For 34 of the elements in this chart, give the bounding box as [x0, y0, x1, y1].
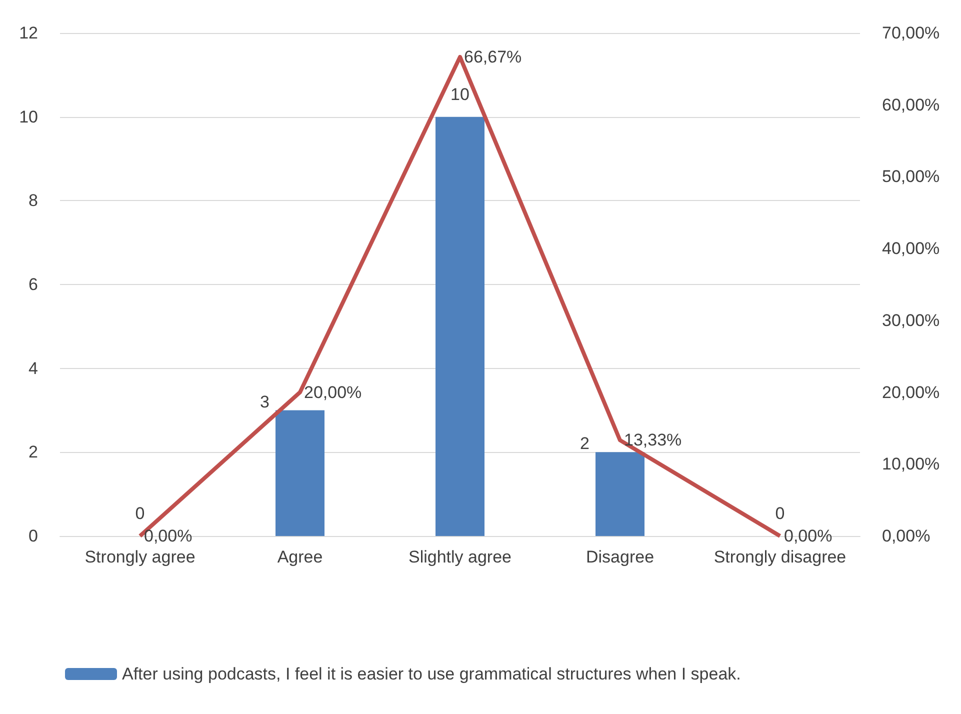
data-label: 0 — [135, 504, 145, 523]
x-tick-label: Slightly agree — [408, 548, 512, 566]
bar — [596, 452, 644, 536]
y-tick-label: 10 — [19, 107, 38, 126]
data-label: 13,33% — [624, 430, 682, 450]
data-label: 2 — [580, 434, 590, 454]
data-label: 0,00% — [144, 526, 192, 546]
y-tick-label: 6 — [28, 275, 38, 294]
bar — [436, 116, 484, 536]
y2-tick-label: 30,00% — [882, 310, 940, 330]
y2-tick-label: 60,00% — [882, 95, 940, 114]
y-tick-label: 4 — [28, 358, 38, 378]
y-tick-label: 2 — [28, 442, 38, 462]
data-label: 66,67% — [464, 47, 522, 66]
legend-label: After using podcasts, I feel it is easier to use grammatical structures when I speak. — [122, 664, 741, 684]
x-tick-label: Strongly disagree — [714, 548, 846, 566]
y-tick-label: 12 — [19, 24, 38, 42]
y2-tick-label: 0,00% — [882, 526, 930, 546]
x-tick-label: Agree — [277, 548, 323, 566]
data-label: 20,00% — [304, 382, 362, 402]
y-tick-label: 0 — [28, 526, 38, 546]
y-tick-label: 8 — [28, 191, 38, 210]
y2-tick-label: 70,00% — [882, 24, 940, 42]
data-label: 0,00% — [784, 526, 832, 546]
data-label: 3 — [260, 392, 270, 412]
x-tick-label: Disagree — [586, 548, 654, 566]
y2-tick-label: 50,00% — [882, 167, 940, 186]
y2-tick-label: 20,00% — [882, 382, 940, 402]
x-tick-label: Strongly agree — [84, 548, 196, 566]
y2-tick-label: 40,00% — [882, 239, 940, 258]
bar — [276, 410, 324, 536]
data-label: 10 — [450, 84, 470, 104]
data-label: 0 — [775, 504, 785, 523]
y2-tick-label: 10,00% — [882, 454, 940, 474]
